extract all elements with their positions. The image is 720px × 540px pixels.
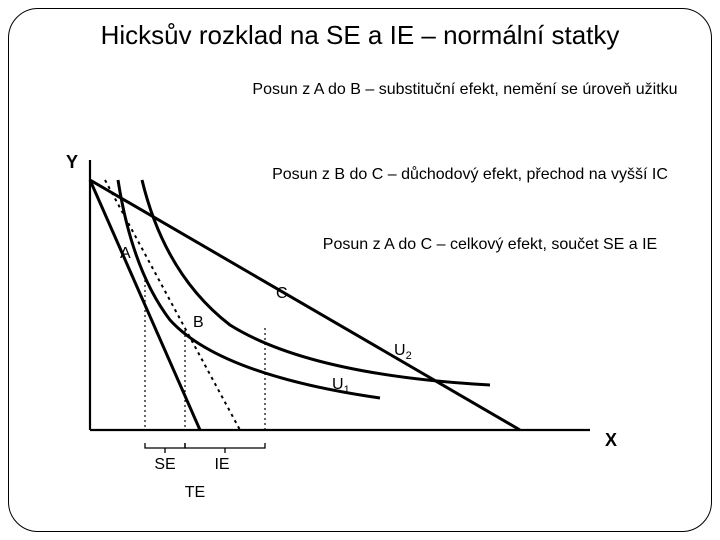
point-a-label: A xyxy=(120,245,131,263)
bracket-ie xyxy=(185,443,265,448)
indifference-curve-u2 xyxy=(142,180,490,385)
te-label: TE xyxy=(180,484,210,502)
ie-label: IE xyxy=(207,456,237,474)
slide-title: Hicksův rozklad na SE a IE – normální st… xyxy=(0,20,720,51)
caption-substitution: Posun z A do B – substituční efekt, nemě… xyxy=(250,80,680,100)
point-b-label: B xyxy=(193,314,204,332)
se-label: SE xyxy=(150,456,180,474)
u1-label: U1 xyxy=(332,376,350,396)
point-c-label: C xyxy=(276,285,288,303)
bracket-se xyxy=(145,443,185,448)
budget-line-initial xyxy=(90,180,200,430)
hicks-diagram xyxy=(60,150,620,470)
u2-label: U2 xyxy=(394,342,412,362)
